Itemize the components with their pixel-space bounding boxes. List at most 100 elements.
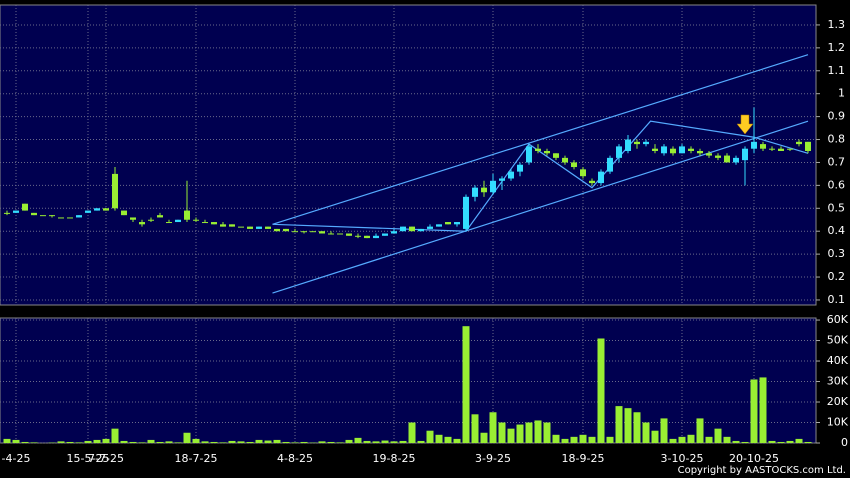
- volume-bar: [192, 438, 200, 443]
- candle-body: [130, 217, 136, 220]
- volume-bar: [570, 436, 578, 443]
- candle-body: [418, 228, 424, 232]
- candle-body: [58, 217, 64, 219]
- volume-bar: [453, 438, 461, 443]
- candle-body: [787, 148, 793, 150]
- volume-bar: [462, 326, 470, 443]
- candle-body: [706, 153, 712, 156]
- trend-line: [272, 54, 809, 225]
- candle-body: [634, 141, 640, 145]
- candle-body: [211, 222, 217, 225]
- volume-bar: [732, 440, 740, 443]
- volume-bar: [210, 441, 218, 443]
- y-tick-label: 40K: [827, 354, 849, 367]
- candle-body: [769, 148, 775, 150]
- volume-bar: [750, 379, 758, 443]
- volume-bar: [777, 441, 785, 443]
- volume-bar: [480, 432, 488, 443]
- trend-line: [272, 120, 809, 294]
- candle-body: [544, 150, 550, 154]
- y-tick-label: 0.5: [828, 201, 846, 214]
- candle-body: [715, 155, 721, 158]
- volume-bar: [525, 422, 533, 443]
- volume-bar: [57, 441, 65, 443]
- volume-bar: [237, 441, 245, 443]
- candle-body: [193, 219, 199, 221]
- candle-body: [778, 148, 784, 151]
- candle-body: [67, 217, 73, 219]
- volume-bar: [444, 436, 452, 443]
- volume-bar: [120, 440, 128, 443]
- y-tick-label: 0.9: [828, 110, 846, 123]
- candle-body: [409, 226, 415, 232]
- candle-body: [463, 196, 469, 229]
- x-tick-label: 3-10-25: [661, 452, 704, 465]
- x-tick-label: -4-25: [2, 452, 31, 465]
- volume-bar: [390, 441, 398, 443]
- x-tick-label: 20-10-25: [729, 452, 779, 465]
- candle-body: [256, 226, 262, 229]
- candle-body: [265, 226, 271, 229]
- volume-bar: [300, 441, 308, 443]
- volume-bar: [273, 439, 281, 443]
- volume-bar: [372, 441, 380, 443]
- volume-bar: [30, 442, 38, 443]
- candle-body: [697, 150, 703, 154]
- volume-bar: [3, 438, 11, 443]
- volume-bar: [255, 439, 263, 443]
- volume-bar: [174, 442, 182, 443]
- volume-panel: [0, 317, 817, 444]
- x-tick-label: 3-9-25: [475, 452, 511, 465]
- candle-body: [274, 228, 280, 232]
- volume-bar: [318, 441, 326, 443]
- y-tick-label: 0.2: [828, 270, 846, 283]
- volume-bar: [408, 422, 416, 443]
- y-tick-label: 1.2: [828, 41, 846, 54]
- y-tick-label: 0.7: [828, 155, 846, 168]
- volume-bar: [543, 422, 551, 443]
- candle-body: [454, 222, 460, 225]
- x-tick-label: 15-5-25: [67, 452, 110, 465]
- candle-body: [805, 141, 811, 151]
- volume-bar: [606, 436, 614, 443]
- candle-body: [301, 231, 307, 233]
- volume-bar: [561, 438, 569, 443]
- volume-bar: [678, 436, 686, 443]
- candle-body: [760, 144, 766, 149]
- candle-body: [85, 210, 91, 213]
- candle-body: [319, 231, 325, 234]
- volume-bar: [498, 422, 506, 443]
- volume-bar: [345, 439, 353, 443]
- candle-body: [616, 146, 622, 158]
- volume-bar: [246, 441, 254, 443]
- candle-body: [202, 222, 208, 224]
- candle-body: [247, 226, 253, 229]
- volume-bar: [804, 441, 812, 443]
- volume-bar: [759, 377, 767, 443]
- candle-body: [391, 231, 397, 234]
- y-tick-label: 0.1: [828, 293, 846, 306]
- candle-body: [103, 208, 109, 211]
- candle-body: [139, 222, 145, 225]
- y-tick-label: 1: [838, 87, 845, 100]
- volume-bar: [129, 441, 137, 443]
- candle-body: [661, 146, 667, 154]
- volume-bar: [624, 408, 632, 443]
- y-tick-label: 50K: [827, 334, 849, 347]
- volume-bar: [417, 440, 425, 443]
- copyright: Copyright by AASTOCKS.com Ltd.: [678, 465, 846, 476]
- candle-body: [4, 212, 10, 214]
- candle-body: [643, 141, 649, 145]
- candle-body: [364, 235, 370, 239]
- volume-bar: [219, 442, 227, 443]
- volume-bar: [597, 338, 605, 443]
- volume-bar: [147, 439, 155, 443]
- volume-bar: [714, 428, 722, 443]
- volume-bar: [93, 439, 101, 443]
- candle-body: [310, 231, 316, 233]
- candle-body: [292, 231, 298, 233]
- volume-bar: [156, 441, 164, 443]
- y-tick-label: 10K: [827, 416, 849, 429]
- candle-body: [184, 210, 190, 220]
